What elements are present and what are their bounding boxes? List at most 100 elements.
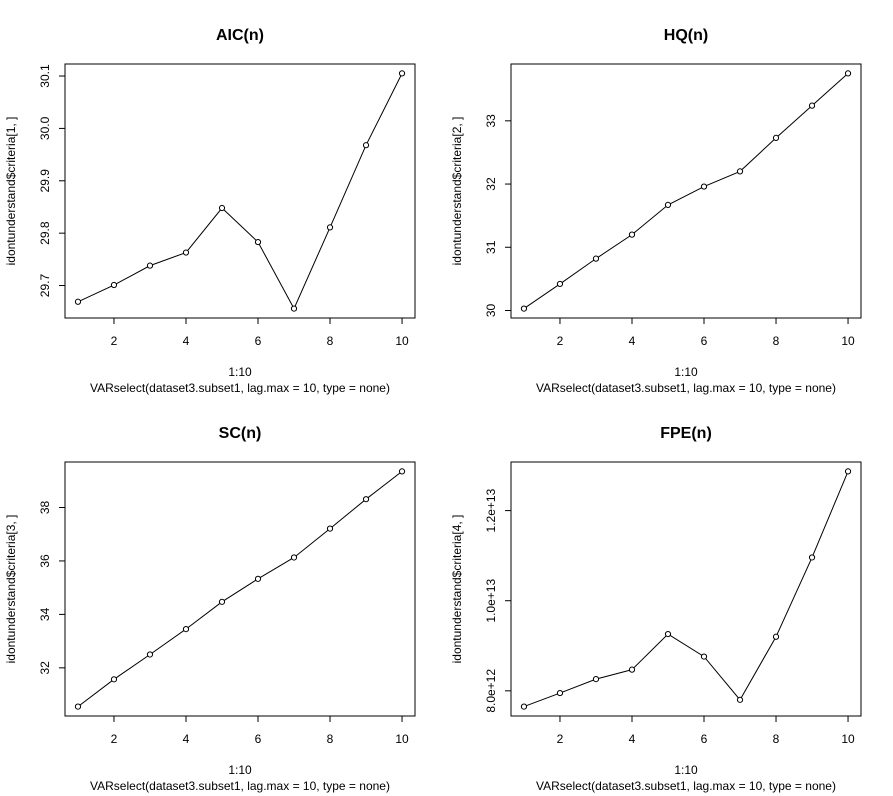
y-tick-label: 1.0e+13 <box>484 579 498 623</box>
plot-frame <box>510 63 862 319</box>
data-point <box>592 676 600 683</box>
x-axis-label: 1:10 <box>228 763 252 777</box>
data-point <box>218 598 226 605</box>
chart-title: AIC(n) <box>216 27 264 44</box>
x-tick-label: 10 <box>395 334 409 348</box>
y-tick-label: 1.2e+13 <box>484 488 498 532</box>
data-point <box>290 305 298 312</box>
y-tick-label: 30.1 <box>38 64 52 88</box>
x-tick-label: 6 <box>255 334 262 348</box>
data-point <box>398 70 406 77</box>
data-point <box>362 496 370 503</box>
data-point <box>808 554 816 561</box>
x-axis-sublabel: VARselect(dataset3.subset1, lag.max = 10… <box>536 381 836 395</box>
x-axis: 2 4 6 8 10 <box>111 317 409 348</box>
y-axis: 8.0e+12 1.0e+13 1.2e+13 <box>484 488 511 713</box>
data-point <box>362 142 370 149</box>
y-axis-label: idontunderstand$criteria[2, ] <box>450 117 464 266</box>
data-point <box>556 280 564 288</box>
data-point <box>700 653 708 660</box>
data-point <box>182 249 190 256</box>
data-point <box>628 666 636 673</box>
x-tick-label: 4 <box>183 732 190 746</box>
x-tick-label: 2 <box>557 334 564 348</box>
data-point <box>290 554 298 561</box>
data-point <box>664 630 672 638</box>
data-point <box>628 231 636 238</box>
y-tick-label: 29.7 <box>38 274 52 298</box>
data-point <box>844 468 852 475</box>
data-point <box>110 676 118 683</box>
y-tick-label: 29.8 <box>38 221 52 245</box>
series-line <box>523 73 849 310</box>
x-axis-label: 1:10 <box>228 365 252 379</box>
data-point <box>520 305 528 312</box>
x-tick-label: 8 <box>327 334 334 348</box>
data-point <box>182 625 190 633</box>
series-line <box>77 73 403 310</box>
data-point <box>218 204 226 212</box>
x-axis-label: 1:10 <box>674 365 698 379</box>
x-axis: 2 4 6 8 10 <box>557 317 855 348</box>
x-tick-label: 2 <box>111 334 118 348</box>
series-line <box>77 471 403 707</box>
data-point <box>772 134 780 141</box>
data-point <box>808 102 816 109</box>
x-tick-label: 8 <box>773 732 780 746</box>
plot-frame <box>64 461 416 717</box>
y-tick-label: 38 <box>38 500 52 514</box>
data-point <box>110 281 118 289</box>
x-tick-label: 6 <box>701 732 708 746</box>
x-axis: 2 4 6 8 10 <box>111 715 409 746</box>
y-axis: 29.7 29.8 29.9 30.0 30.1 <box>38 64 65 297</box>
y-tick-label: 30.0 <box>38 116 52 140</box>
x-tick-label: 4 <box>183 334 190 348</box>
x-tick-label: 2 <box>557 732 564 746</box>
data-point <box>700 183 708 190</box>
data-point <box>736 696 744 703</box>
x-tick-label: 6 <box>255 732 262 746</box>
data-point <box>772 633 780 640</box>
x-tick-label: 10 <box>395 732 409 746</box>
data-point <box>254 575 262 582</box>
data-point <box>664 201 672 209</box>
plot-frame <box>510 461 862 717</box>
y-tick-label: 32 <box>484 177 498 191</box>
data-point <box>398 468 406 475</box>
y-tick-label: 31 <box>484 240 498 254</box>
x-axis-label: 1:10 <box>674 763 698 777</box>
y-tick-label: 32 <box>38 661 52 675</box>
data-point <box>844 70 852 77</box>
y-axis-label: idontunderstand$criteria[4, ] <box>450 515 464 664</box>
y-tick-label: 8.0e+12 <box>484 669 498 713</box>
x-tick-label: 4 <box>629 334 636 348</box>
data-point <box>326 525 334 532</box>
data-point <box>520 703 528 710</box>
data-point <box>74 703 82 710</box>
y-tick-label: 29.9 <box>38 169 52 193</box>
x-tick-label: 8 <box>327 732 334 746</box>
x-axis-sublabel: VARselect(dataset3.subset1, lag.max = 10… <box>90 381 390 395</box>
data-point <box>254 238 262 246</box>
y-axis: 32 34 36 38 <box>38 500 65 675</box>
x-tick-label: 2 <box>111 732 118 746</box>
chart-panel-1: AIC(n) 2 4 6 8 10 29.7 29.8 29.9 30.0 30.1 1:10 VARs… <box>4 27 416 395</box>
chart-title: HQ(n) <box>664 27 708 44</box>
x-tick-label: 10 <box>841 334 855 348</box>
x-tick-label: 10 <box>841 732 855 746</box>
series-line <box>523 471 849 708</box>
y-axis: 30 31 32 33 <box>484 114 511 317</box>
x-axis-sublabel: VARselect(dataset3.subset1, lag.max = 10… <box>536 779 836 793</box>
x-axis: 2 4 6 8 10 <box>557 715 855 746</box>
y-tick-label: 30 <box>484 303 498 317</box>
chart-title: SC(n) <box>219 425 262 442</box>
data-point <box>326 224 334 231</box>
plot-frame <box>64 63 416 319</box>
x-tick-label: 6 <box>701 334 708 348</box>
chart-title: FPE(n) <box>660 425 712 442</box>
y-tick-label: 33 <box>484 114 498 128</box>
y-axis-label: idontunderstand$criteria[1, ] <box>4 117 18 266</box>
x-tick-label: 4 <box>629 732 636 746</box>
chart-panel-3: SC(n) 2 4 6 8 10 32 34 36 38 1:10 VARselect(dataset… <box>4 425 416 793</box>
